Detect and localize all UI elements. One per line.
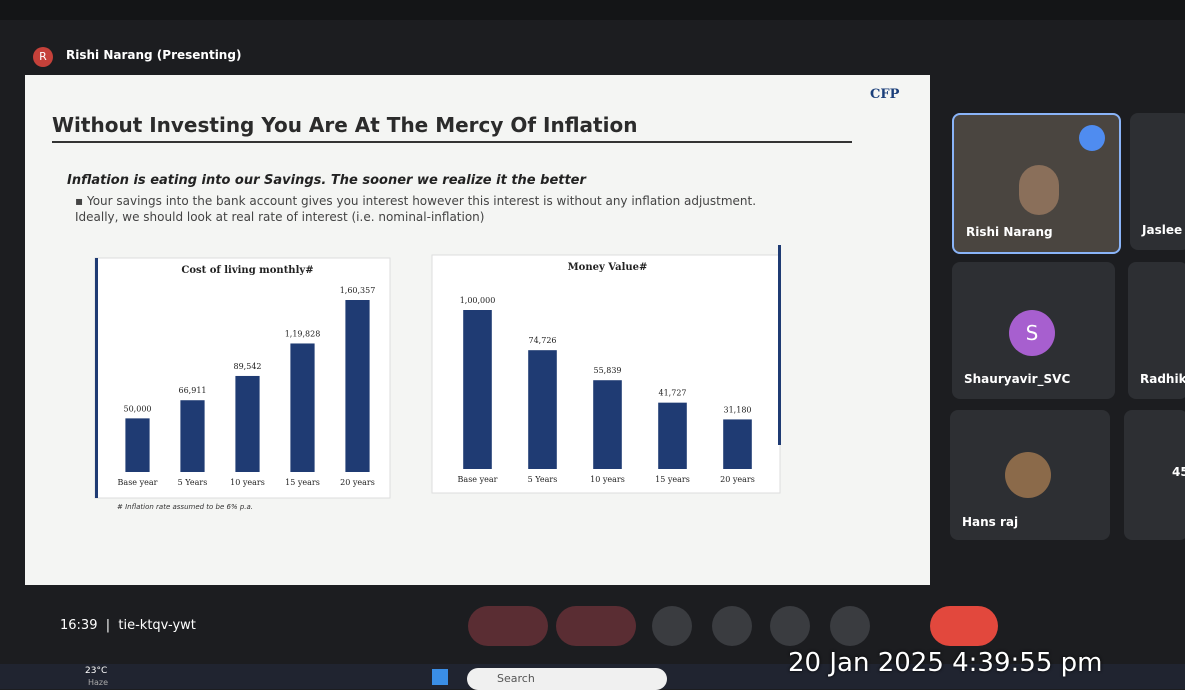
x-tick-label: 10 years	[230, 478, 265, 487]
participant-tile[interactable]: Jaslee	[1130, 113, 1185, 250]
participant-avatar: S	[1009, 310, 1055, 356]
start-button[interactable]	[432, 669, 448, 685]
x-tick-label: 20 years	[720, 475, 755, 484]
x-tick-label: 5 Years	[528, 475, 558, 484]
footnote: # Inflation rate assumed to be 6% p.a.	[117, 503, 253, 511]
bar	[528, 350, 557, 469]
bar	[658, 403, 687, 469]
meeting-time: 16:39	[60, 618, 97, 633]
bar	[125, 418, 149, 472]
participant-tile[interactable]: Rishi Narang	[952, 113, 1121, 254]
chart-title: Money Value#	[568, 262, 648, 273]
bar	[235, 376, 259, 472]
x-tick-label: 20 years	[340, 478, 375, 487]
bar	[180, 400, 204, 472]
bar	[723, 419, 752, 469]
value-label: 66,911	[179, 386, 207, 395]
mic-button[interactable]	[468, 606, 548, 646]
top-strip	[0, 0, 1185, 20]
participant-tile[interactable]: Radhik	[1128, 262, 1185, 399]
more-button[interactable]	[885, 606, 925, 646]
value-label: 41,727	[659, 389, 687, 398]
participant-avatar	[1005, 452, 1051, 498]
value-label: 50,000	[124, 404, 152, 413]
bar	[463, 310, 492, 469]
participant-count: 45	[1172, 465, 1185, 479]
participant-name: Shauryavir_SVC	[964, 372, 1070, 386]
participant-tile[interactable]: Hans raj	[950, 410, 1110, 540]
photo-timestamp: 20 Jan 2025 4:39:55 pm	[788, 648, 1102, 678]
present-button[interactable]	[770, 606, 810, 646]
bar	[290, 343, 314, 472]
chart-accent	[778, 245, 781, 445]
chart-title: Cost of living monthly#	[181, 265, 313, 276]
emoji-button[interactable]	[712, 606, 752, 646]
meeting-info: 16:39 | tie-ktqv-ywt	[60, 618, 196, 633]
bar	[345, 300, 369, 472]
video-person	[1019, 165, 1059, 215]
speaking-icon	[1079, 125, 1105, 151]
search-box[interactable]: Search	[467, 668, 667, 690]
chart-accent	[95, 258, 98, 498]
participant-name: Rishi Narang	[966, 225, 1053, 239]
camera-button[interactable]	[556, 606, 636, 646]
value-label: 55,839	[594, 366, 622, 375]
value-label: 1,60,357	[340, 286, 376, 295]
x-tick-label: 10 years	[590, 475, 625, 484]
x-tick-label: 15 years	[655, 475, 690, 484]
slide: Without Investing You Are At The Mercy O…	[25, 75, 930, 585]
participant-name: Radhik	[1140, 372, 1185, 386]
participant-name: Hans raj	[962, 515, 1018, 529]
bar	[593, 380, 622, 469]
screen: R Rishi Narang (Presenting) Without Inve…	[0, 0, 1185, 689]
leave-button[interactable]	[930, 606, 998, 646]
weather: Haze	[88, 678, 108, 687]
presenter-avatar: R	[33, 47, 53, 67]
participant-tile[interactable]: 45	[1124, 410, 1185, 540]
presenter-label: Rishi Narang (Presenting)	[66, 48, 241, 62]
value-label: 31,180	[724, 405, 752, 414]
temperature: 23°C	[85, 666, 107, 676]
value-label: 1,00,000	[460, 296, 496, 305]
value-label: 89,542	[234, 362, 262, 371]
participant-name: Jaslee	[1142, 223, 1182, 237]
value-label: 74,726	[529, 336, 557, 345]
x-tick-label: Base year	[458, 475, 498, 484]
x-tick-label: 15 years	[285, 478, 320, 487]
meeting-code: tie-ktqv-ywt	[118, 618, 196, 633]
x-tick-label: 5 Years	[178, 478, 208, 487]
participant-tile[interactable]: S Shauryavir_SVC	[952, 262, 1115, 399]
raise-hand-button[interactable]	[830, 606, 870, 646]
value-label: 1,19,828	[285, 329, 321, 338]
x-tick-label: Base year	[118, 478, 158, 487]
captions-button[interactable]	[652, 606, 692, 646]
